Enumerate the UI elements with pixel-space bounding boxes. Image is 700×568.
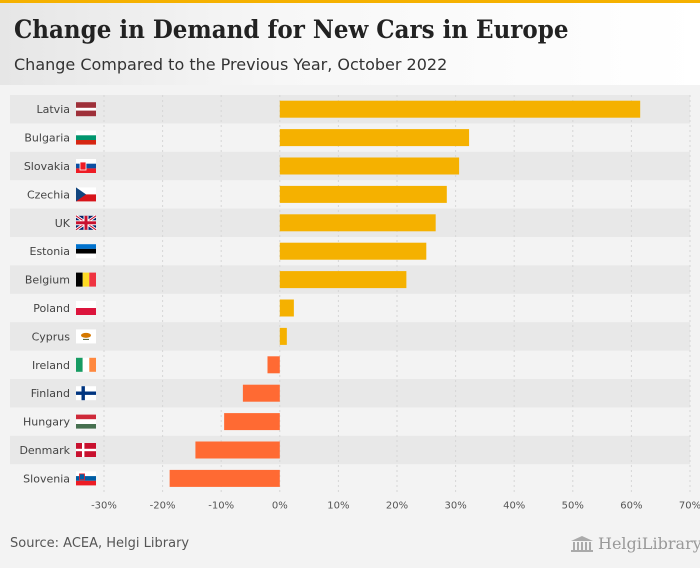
category-label: Ireland	[32, 359, 70, 372]
bar-czechia	[279, 185, 447, 203]
row-band	[10, 322, 690, 351]
bar-finland	[242, 384, 280, 402]
uk-flag-icon	[75, 214, 97, 232]
logo-text: HelgiLibrary.	[598, 534, 700, 553]
czechia-flag-icon	[76, 187, 96, 202]
tick-label: 60%	[620, 501, 642, 512]
library-building-icon	[571, 535, 593, 552]
category-label: Hungary	[23, 416, 70, 429]
chart-header: Change in Demand for New Cars in Europe …	[0, 3, 700, 85]
tick-label: 40%	[503, 501, 525, 512]
category-label: Slovakia	[24, 160, 70, 173]
chart-subtitle: Change Compared to the Previous Year, Oc…	[14, 55, 448, 74]
category-label: Finland	[31, 387, 70, 400]
chart-title: Change in Demand for New Cars in Europe	[14, 15, 569, 44]
bar-chart: Latvia Bulgaria Slovakia Czechia UK Estonia Be…	[10, 95, 700, 512]
cyprus-flag-icon	[76, 329, 96, 344]
category-label: Bulgaria	[24, 132, 70, 145]
bar-belgium	[279, 271, 407, 289]
tick-label: 30%	[444, 501, 466, 512]
bar-slovakia	[279, 157, 460, 175]
tick-label: 20%	[386, 501, 408, 512]
tick-label: 50%	[562, 501, 584, 512]
bar-ireland	[267, 356, 280, 374]
source-note: Source: ACEA, Helgi Library	[10, 536, 190, 551]
bar-estonia	[279, 242, 427, 260]
denmark-flag-icon	[76, 443, 96, 457]
tick-label: 70%	[679, 501, 700, 512]
slovakia-flag-icon	[76, 159, 96, 173]
row-band	[10, 435, 690, 465]
row-band	[10, 379, 690, 408]
category-label: Estonia	[30, 245, 71, 258]
tick-label: -10%	[208, 501, 234, 512]
estonia-flag-icon	[76, 244, 96, 259]
bar-denmark	[195, 441, 280, 459]
bar-slovenia	[169, 469, 280, 487]
category-label: Cyprus	[32, 330, 71, 343]
helgi-library-logo: HelgiLibrary.	[570, 534, 700, 553]
bar-uk	[279, 214, 436, 232]
tick-label: 0%	[272, 501, 288, 512]
tick-label: 10%	[327, 501, 349, 512]
ireland-flag-icon	[76, 357, 96, 372]
bar-latvia	[279, 100, 641, 118]
bar-hungary	[224, 413, 280, 431]
latvia-flag-icon	[76, 102, 96, 117]
category-label: UK	[55, 217, 71, 230]
category-label: Slovenia	[23, 472, 70, 485]
category-label: Belgium	[25, 274, 70, 287]
bar-bulgaria	[279, 129, 470, 147]
slovenia-flag-icon	[76, 471, 96, 486]
bulgaria-flag-icon	[76, 130, 96, 145]
tick-label: -20%	[150, 501, 176, 512]
hungary-flag-icon	[76, 414, 96, 429]
belgium-flag-icon	[76, 272, 96, 287]
category-label: Denmark	[19, 444, 70, 457]
finland-flag-icon	[76, 386, 96, 401]
bar-poland	[279, 299, 294, 317]
category-label: Czechia	[27, 188, 70, 201]
category-label: Latvia	[37, 103, 71, 116]
tick-label: -30%	[91, 501, 117, 512]
accent-bar	[0, 0, 700, 3]
poland-flag-icon	[76, 301, 96, 315]
bar-cyprus	[279, 327, 287, 345]
category-label: Poland	[33, 302, 70, 315]
